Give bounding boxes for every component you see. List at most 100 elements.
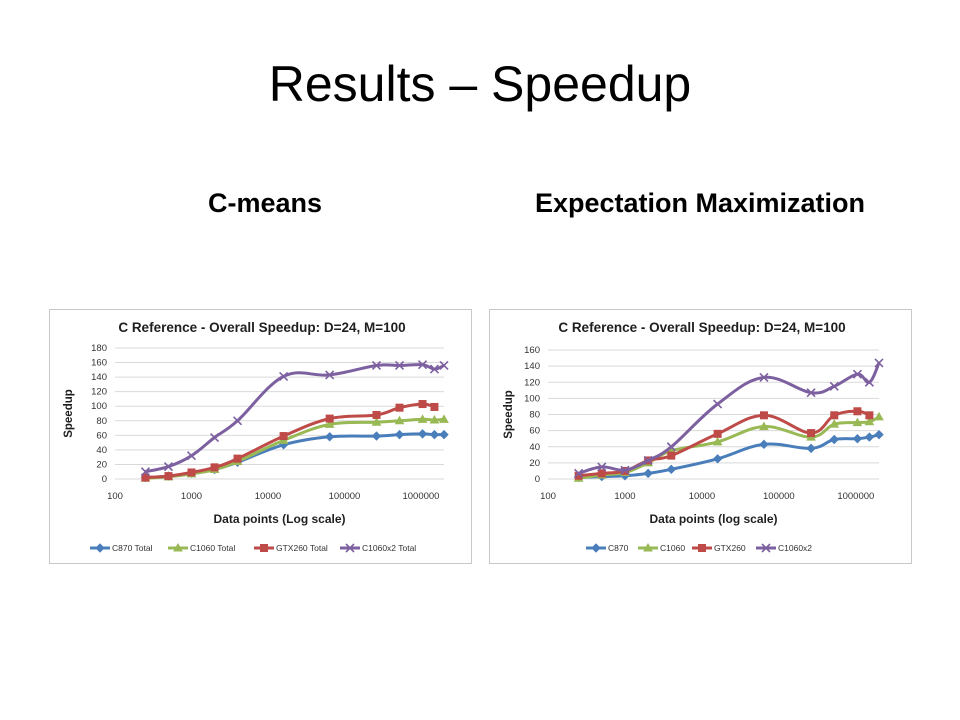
data-point (853, 407, 862, 416)
legend-label: GTX260 (714, 543, 746, 553)
legend-marker (591, 543, 601, 553)
x-tick-label: 1000 (614, 491, 635, 502)
legend-label: GTX260 Total (276, 543, 328, 553)
y-tick-label: 60 (96, 430, 107, 441)
data-point (186, 451, 197, 461)
right-chart-heading: Expectation Maximization (534, 188, 866, 218)
data-point (417, 429, 428, 439)
legend-label: C1060 Total (190, 543, 235, 553)
data-point (865, 411, 874, 420)
data-point (429, 364, 440, 374)
data-point (712, 454, 723, 464)
data-point (429, 429, 440, 440)
data-point (830, 411, 839, 420)
data-point (759, 439, 769, 450)
x-tick-label: 100000 (763, 491, 795, 502)
y-tick-label: 80 (96, 416, 107, 427)
series-line (145, 402, 435, 479)
data-point (395, 403, 404, 412)
x-axis-title: Data points (log scale) (649, 512, 777, 526)
y-tick-label: 20 (96, 459, 107, 470)
data-point (864, 377, 874, 387)
series-c1060x2-total (140, 360, 449, 477)
data-point (643, 468, 653, 479)
legend-marker (260, 544, 268, 552)
x-tick-label: 1000 (181, 491, 202, 502)
data-point (325, 414, 334, 423)
data-point (372, 410, 381, 419)
legend-label: C1060x2 (778, 543, 812, 553)
data-point (852, 417, 863, 427)
chart-title: C Reference - Overall Speedup: D=24, M=1… (558, 320, 845, 335)
series-c1060x2 (574, 358, 884, 478)
legend-label: C1060 (660, 543, 685, 553)
data-point (620, 465, 630, 475)
x-tick-label: 10000 (689, 491, 715, 502)
data-point (210, 463, 219, 472)
x-tick-label: 100000 (329, 491, 361, 502)
y-tick-label: 140 (91, 372, 107, 383)
y-tick-label: 160 (91, 358, 107, 369)
data-point (394, 415, 405, 425)
cmeans-chart-svg: C Reference - Overall Speedup: D=24, M=1… (63, 320, 449, 553)
slide-title: Results – Speedup (268, 56, 692, 112)
legend-label: C1060x2 Total (362, 543, 416, 553)
data-point (371, 431, 382, 441)
x-tick-label: 1000000 (837, 491, 874, 502)
y-tick-label: 80 (529, 410, 540, 421)
data-point (279, 371, 289, 381)
x-tick-label: 100 (540, 491, 556, 502)
y-axis-title: Speedup (503, 390, 515, 439)
data-point (187, 468, 196, 477)
data-point (394, 429, 405, 440)
data-point (439, 414, 449, 423)
data-point (574, 468, 584, 478)
data-point (429, 415, 440, 424)
y-tick-label: 0 (535, 474, 540, 485)
data-point (324, 432, 335, 442)
data-point (140, 467, 151, 477)
data-point (874, 429, 884, 440)
y-tick-label: 120 (524, 377, 540, 388)
data-point (439, 429, 449, 440)
data-point (279, 432, 288, 441)
em-chart: C Reference - Overall Speedup: D=24, M=1… (489, 309, 912, 564)
data-point (371, 417, 382, 426)
data-point (324, 419, 335, 428)
legend-label: C870 Total (112, 543, 153, 553)
data-point (864, 432, 875, 442)
x-tick-label: 100 (107, 491, 123, 502)
y-axis-title: Speedup (63, 389, 75, 438)
data-point (806, 388, 816, 398)
chart-title: C Reference - Overall Speedup: D=24, M=1… (118, 320, 405, 335)
data-point (597, 469, 606, 478)
data-point (430, 402, 439, 411)
data-point (417, 414, 428, 423)
y-tick-label: 20 (529, 458, 540, 469)
data-point (141, 473, 150, 482)
x-tick-label: 1000000 (402, 491, 439, 502)
series-line (578, 362, 881, 475)
x-tick-label: 10000 (255, 491, 281, 502)
data-point (852, 433, 863, 444)
data-point (864, 416, 875, 426)
data-point (325, 370, 335, 380)
data-point (418, 400, 427, 409)
data-point (163, 462, 174, 472)
y-tick-label: 40 (529, 442, 540, 453)
series-gtx260-total (141, 400, 439, 482)
legend-marker (95, 543, 105, 553)
legend-marker (345, 543, 355, 553)
y-tick-label: 100 (91, 401, 107, 412)
legend-marker (643, 542, 653, 552)
data-point (209, 432, 220, 443)
data-point (759, 421, 769, 431)
y-tick-label: 120 (91, 387, 107, 398)
y-tick-label: 100 (524, 393, 540, 404)
legend-label: C870 (608, 543, 629, 553)
data-point (829, 419, 840, 428)
data-point (232, 416, 243, 426)
x-axis-title: Data points (Log scale) (213, 512, 345, 526)
data-point (852, 369, 862, 379)
cmeans-chart: C Reference - Overall Speedup: D=24, M=1… (49, 309, 472, 564)
